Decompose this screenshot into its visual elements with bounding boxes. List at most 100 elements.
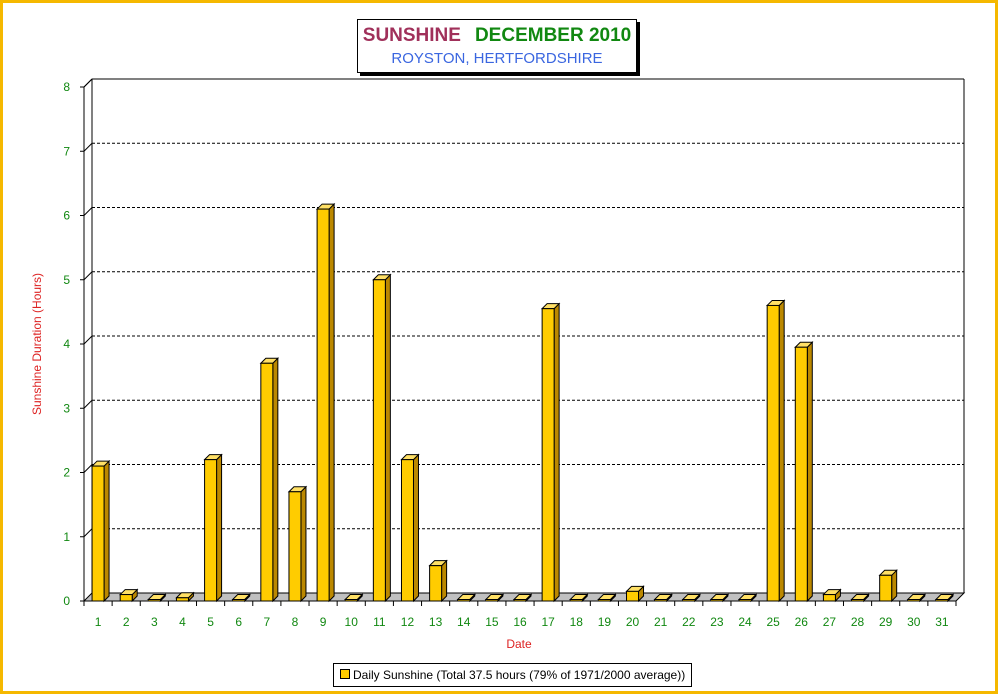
bar-front [766,304,780,602]
bar-front [175,597,189,602]
bar [90,459,111,603]
gridline-depth [83,142,93,152]
x-tick-label: 2 [123,615,130,629]
bar-side [553,302,560,603]
bar [147,593,167,603]
x-tick-label: 9 [320,615,327,629]
bar-front [851,599,865,602]
y-tick-label: 6 [63,209,70,223]
bar-front [597,599,611,602]
y-tick-label: 4 [63,337,70,351]
bar [287,485,308,603]
top-depth-edge [83,78,93,88]
bar [653,593,673,603]
bar-side [272,357,279,603]
bar [456,593,476,603]
x-tick-label: 29 [879,615,893,629]
bar-front [288,491,302,602]
bar-front [682,599,696,602]
chart-title: SUNSHINE DECEMBER 2010 [358,25,636,47]
bar [625,585,645,603]
gridlines [83,78,964,538]
x-tick-label: 28 [851,615,865,629]
y-tick-label: 5 [63,273,70,287]
x-tick-label: 23 [710,615,724,629]
bar-side [441,559,448,603]
bar [850,593,870,603]
y-tick-labels: 0 1 2 3 4 5 6 7 8 [63,80,70,608]
y-tick-label: 1 [63,530,70,544]
y-tick-label: 3 [63,401,70,415]
bar [428,559,448,603]
bar [794,341,814,603]
x-tick-label: 10 [345,615,359,629]
bar-side [412,453,419,603]
bar-front [794,346,808,602]
x-tick-label: 18 [570,615,584,629]
x-tick-label: 22 [682,615,696,629]
x-tick-label: 26 [795,615,809,629]
gridline-depth [83,528,93,538]
legend-swatch [340,669,350,679]
bar [906,593,927,603]
bar [484,593,505,603]
bar-front [204,459,218,602]
bar-front [935,599,949,602]
x-tick-label: 8 [292,615,299,629]
x-tick-label: 12 [401,615,415,629]
bar [709,593,730,603]
bar [822,588,842,603]
bar-front [626,590,640,602]
chart-title-box: SUNSHINE DECEMBER 2010 ROYSTON, HERTFORDS… [357,19,637,73]
bar-front [822,594,836,602]
title-period: DECEMBER 2010 [474,25,632,46]
x-tick-label: 14 [457,615,471,629]
bar-front [147,599,161,602]
x-tick-label: 7 [263,615,270,629]
bar [400,453,420,603]
x-tick-label: 15 [485,615,499,629]
bar [372,273,392,603]
bar-front [91,465,105,602]
x-tick-label: 5 [207,615,214,629]
bar-front [344,599,358,602]
bar-side [300,485,307,603]
bar-front [710,599,724,602]
bar-side [328,202,335,603]
bar-side [384,273,391,603]
bar-front [907,599,921,602]
x-tick-label: 24 [738,615,752,629]
x-tick-label: 31 [935,615,949,629]
bar-front [485,599,499,602]
gridline-depth [83,335,93,345]
bar-front [400,459,414,602]
chart-subtitle: ROYSTON, HERTFORDSHIRE [391,50,603,67]
bar-front [654,599,668,602]
x-tick-label: 4 [179,615,186,629]
x-tick-label: 27 [823,615,837,629]
bar-front [513,599,527,602]
bar-front [541,308,555,602]
bars [90,202,955,603]
bar [259,357,280,603]
bar-side [103,459,110,603]
bar-front [232,599,246,602]
x-tick-label: 6 [235,615,242,629]
x-tick-label: 19 [598,615,612,629]
bar [540,302,561,603]
bar-front [260,362,274,602]
y-tick-label: 2 [63,466,70,480]
bar-front [372,279,386,602]
bar [344,593,364,603]
bar [315,202,336,603]
bar-front [879,574,893,602]
x-tick-label: 30 [907,615,921,629]
legend-label: Daily Sunshine (Total 37.5 hours (79% of… [353,668,686,682]
bar [231,593,251,603]
gridline-depth [83,271,93,281]
x-tick-label: 21 [654,615,668,629]
bar-front [429,565,443,602]
bar-side [806,341,813,603]
x-tick-label: 1 [95,615,102,629]
